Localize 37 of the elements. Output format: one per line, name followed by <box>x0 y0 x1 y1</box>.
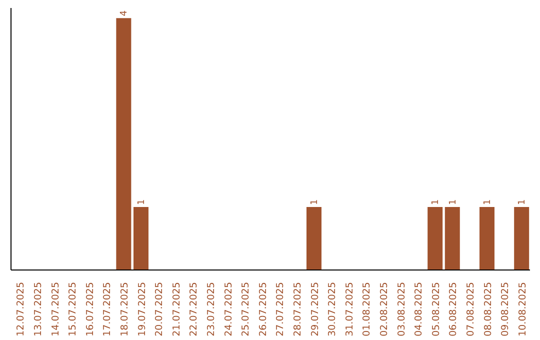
x-tick-label: 20.07.2025 <box>154 282 166 336</box>
x-tick-label: 06.08.2025 <box>448 282 460 336</box>
x-tick-label: 02.08.2025 <box>378 282 390 336</box>
x-tick-label: 01.08.2025 <box>362 282 373 336</box>
data-label: 1 <box>136 199 147 206</box>
x-tick-label: 23.07.2025 <box>206 282 217 336</box>
x-tick-label: 08.08.2025 <box>482 282 494 336</box>
x-tick-label: 03.08.2025 <box>396 282 408 336</box>
x-tick-label: 15.07.2025 <box>68 282 79 336</box>
x-tick-label: 25.07.2025 <box>240 282 252 336</box>
data-label: 1 <box>482 199 493 206</box>
x-tick-label: 14.07.2025 <box>50 282 62 336</box>
x-tick-label: 29.07.2025 <box>310 282 321 336</box>
x-tick-label: 12.07.2025 <box>16 282 27 336</box>
data-label: 4 <box>120 10 130 16</box>
x-tick-label: 28.07.2025 <box>292 282 304 336</box>
x-tick-label: 10.08.2025 <box>517 282 528 336</box>
x-tick-label: 19.07.2025 <box>136 282 148 336</box>
x-tick-label: 07.08.2025 <box>465 282 476 336</box>
x-tick-label: 27.07.2025 <box>275 282 286 336</box>
data-label: 1 <box>431 199 442 206</box>
x-tick-label: 24.07.2025 <box>223 282 234 336</box>
x-tick-label: 05.08.2025 <box>430 282 442 336</box>
x-tick-label: 30.07.2025 <box>327 282 338 336</box>
x-tick-label: 31.07.2025 <box>344 282 356 336</box>
x-tick-label: 04.08.2025 <box>414 282 425 336</box>
data-label: 1 <box>310 199 320 206</box>
x-tick-label: 22.07.2025 <box>188 282 200 336</box>
x-tick-label: 21.07.2025 <box>171 282 182 336</box>
x-tick-label: 09.08.2025 <box>500 282 512 336</box>
x-tick-label: 17.07.2025 <box>102 282 114 336</box>
x-tick-label: 18.07.2025 <box>119 282 130 336</box>
x-tick-label: 16.07.2025 <box>84 282 96 336</box>
x-tick-label: 26.07.2025 <box>258 282 269 336</box>
data-label: 1 <box>518 199 528 206</box>
data-label: 1 <box>448 199 458 206</box>
x-tick-label: 13.07.2025 <box>32 282 44 336</box>
